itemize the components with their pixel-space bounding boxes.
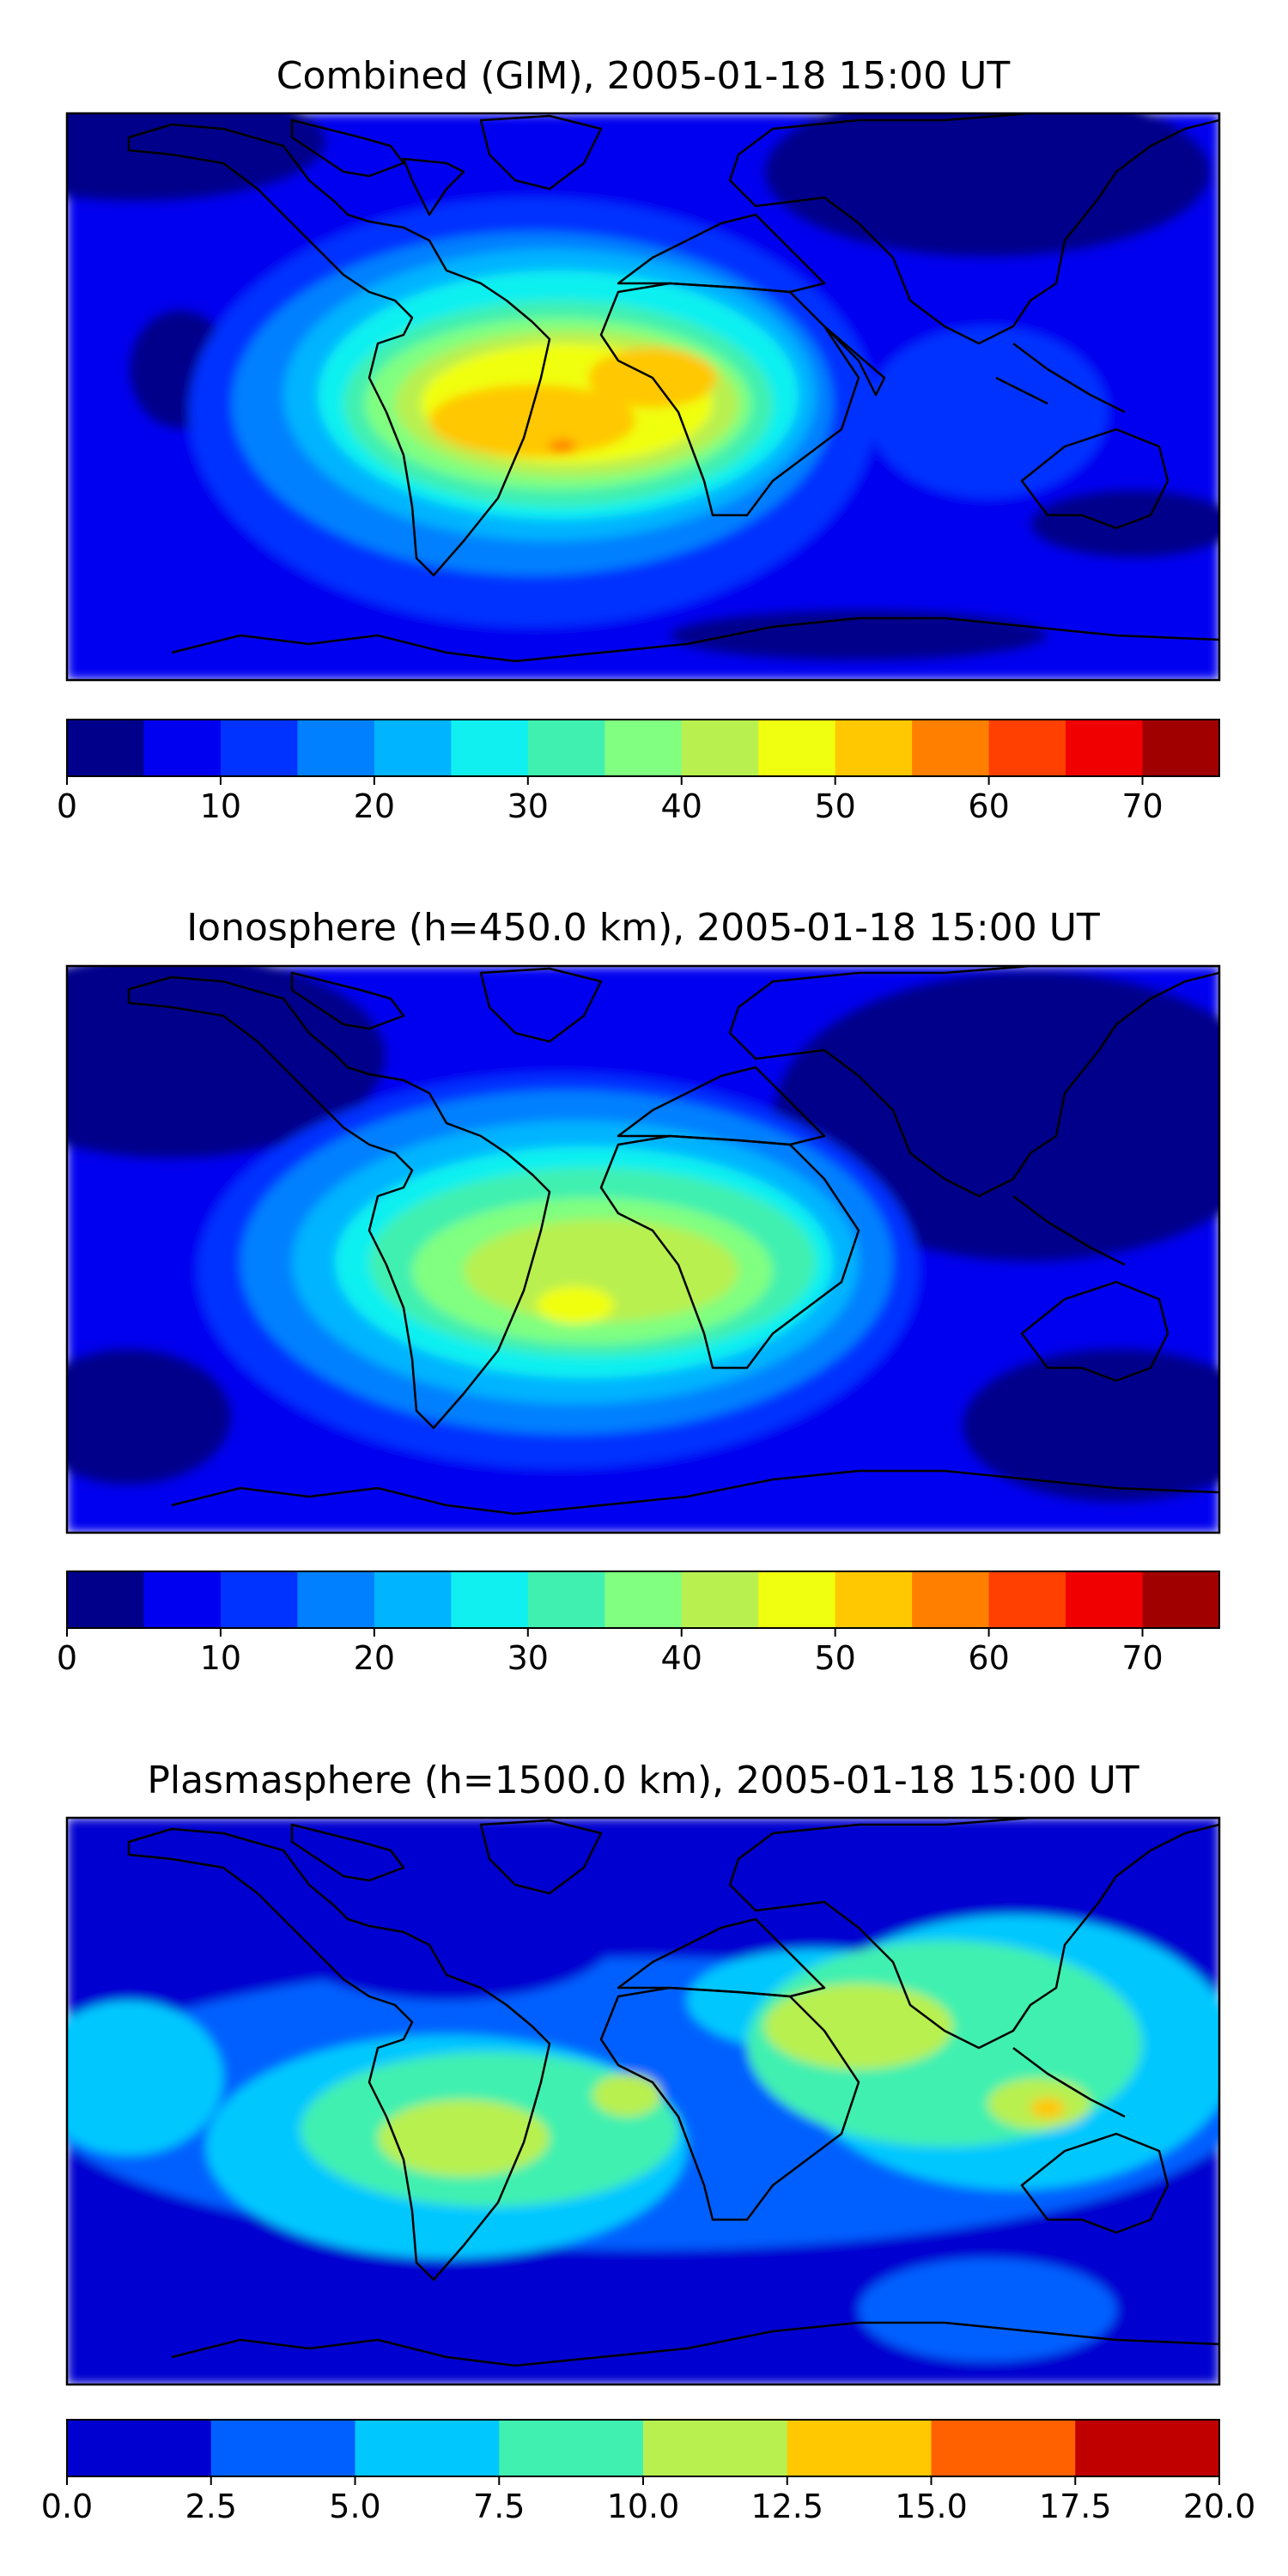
map-title: Plasmasphere (h=1500.0 km), 2005-01-18 1… [147, 1759, 1139, 1802]
colorbar-swatch [527, 720, 605, 776]
panel-combined: Combined (GIM), 2005-01-18 15:00 UT [57, 54, 1221, 825]
colorbar-tick-label: 2.5 [185, 2488, 237, 2525]
colorbar-tick-label: 70 [1121, 787, 1163, 825]
colorbar-frame [66, 1571, 1220, 1629]
colorbar-swatch [297, 1571, 375, 1628]
colorbar-tick-label: 40 [661, 1639, 702, 1677]
colorbar-tick-label: 10 [200, 1639, 241, 1677]
map-frame [65, 964, 1221, 1534]
panel-plasmasphere: Plasmasphere (h=1500.0 km), 2005-01-18 1… [41, 1759, 1256, 2525]
colorbar-swatch [988, 1571, 1066, 1628]
colorbar-tick-label: 70 [1121, 1639, 1163, 1677]
colorbar-tick-label: 15.0 [895, 2488, 968, 2525]
coastlines [127, 966, 1219, 1516]
colorbar-swatch [1142, 1571, 1220, 1628]
colorbar-swatch [605, 1571, 683, 1628]
colorbar: 0 10 20 30 40 50 60 70 [57, 719, 1220, 825]
colorbar-swatch [681, 720, 759, 776]
colorbar-swatch [605, 720, 683, 776]
colorbar-swatch [681, 1571, 759, 1628]
colorbar-swatch [143, 720, 222, 776]
colorbar-swatch [210, 2420, 356, 2476]
colorbar-tick-label: 10.0 [607, 2488, 680, 2525]
colorbar-tick-label: 5.0 [329, 2488, 380, 2525]
colorbar-swatch [758, 720, 836, 776]
colorbar-swatch [1075, 2420, 1220, 2476]
colorbar-tick-label: 60 [968, 787, 1009, 825]
colorbar-swatch [297, 720, 375, 776]
colorbar-swatch [499, 2420, 644, 2476]
colorbar-tick-label: 30 [507, 1639, 549, 1677]
colorbar-tick-label: 0.0 [41, 2488, 93, 2525]
colorbar-swatch [67, 2420, 212, 2476]
colorbar-swatch [451, 720, 529, 776]
colorbar-swatch [912, 720, 990, 776]
colorbar-swatch [1066, 1571, 1144, 1628]
colorbar-tick-label: 10 [200, 787, 241, 825]
colorbar-swatch [1142, 720, 1220, 776]
coastlines [127, 113, 1219, 663]
colorbar-tick-label: 0 [57, 787, 77, 825]
tec-contours [67, 113, 1219, 680]
colorbar: 0 10 20 30 40 50 60 70 [57, 1571, 1220, 1677]
colorbar-swatch [931, 2420, 1076, 2476]
colorbar-tick-label: 20.0 [1183, 2488, 1256, 2525]
colorbar-swatch [643, 2420, 788, 2476]
colorbar-tick-label: 40 [661, 787, 702, 825]
colorbar-swatch [451, 1571, 529, 1628]
colorbar-frame [66, 719, 1220, 777]
colorbar-swatch [527, 1571, 605, 1628]
colorbar-swatch [835, 720, 913, 776]
map-title: Combined (GIM), 2005-01-18 15:00 UT [276, 54, 1011, 98]
colorbar-tick-label: 30 [507, 787, 549, 825]
colorbar-swatch [912, 1571, 990, 1628]
map-title: Ionosphere (h=450.0 km), 2005-01-18 15:0… [186, 906, 1100, 950]
map-frame [65, 1816, 1221, 2386]
map-area [67, 1818, 1219, 2385]
colorbar-swatch [787, 2420, 933, 2476]
map-frame [65, 112, 1221, 682]
colorbar-tick-label: 50 [814, 1639, 855, 1677]
tec-contours [67, 1818, 1219, 2385]
colorbar-tick-label: 12.5 [750, 2488, 823, 2525]
colorbar-tick-label: 20 [354, 787, 395, 825]
colorbar-swatch [374, 1571, 452, 1628]
colorbar-swatch [220, 1571, 298, 1628]
colorbar-swatch [374, 720, 452, 776]
colorbar-swatch [143, 1571, 222, 1628]
colorbar-tick-label: 17.5 [1039, 2488, 1112, 2525]
colorbar-swatch [220, 720, 298, 776]
colorbar-tick-label: 50 [814, 787, 855, 825]
map-area [67, 113, 1219, 680]
colorbar-swatch [355, 2420, 500, 2476]
colorbar-tick-label: 20 [354, 1639, 395, 1677]
colorbar-swatch [835, 1571, 913, 1628]
colorbar-swatch [67, 1571, 145, 1628]
colorbar-tick-label: 7.5 [473, 2488, 525, 2525]
colorbar-swatch [988, 720, 1066, 776]
panel-ionosphere: Ionosphere (h=450.0 km), 2005-01-18 15:0… [57, 906, 1221, 1677]
colorbar-tick-label: 0 [57, 1639, 77, 1677]
colorbar-swatch [758, 1571, 836, 1628]
colorbar-tick-label: 60 [968, 1639, 1009, 1677]
map-area [67, 966, 1219, 1533]
coastlines [127, 1818, 1219, 2367]
colorbar: 0.0 2.5 5.0 7.5 10.0 12.5 15.0 17.5 20.0 [41, 2419, 1256, 2525]
colorbar-swatch [1066, 720, 1144, 776]
tec-contours [67, 966, 1219, 1533]
colorbar-swatch [67, 720, 145, 776]
